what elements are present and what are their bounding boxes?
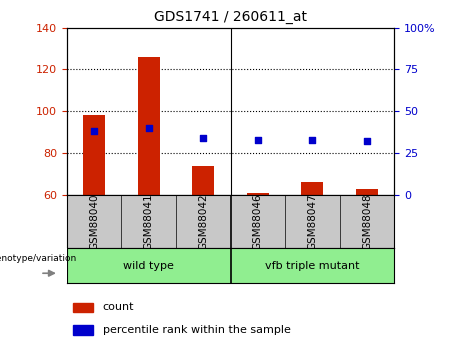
Bar xyxy=(247,193,269,195)
Point xyxy=(200,135,207,141)
Text: GSM88041: GSM88041 xyxy=(144,193,154,250)
Bar xyxy=(73,303,93,313)
Bar xyxy=(138,57,160,195)
Title: GDS1741 / 260611_at: GDS1741 / 260611_at xyxy=(154,10,307,24)
Text: genotype/variation: genotype/variation xyxy=(0,254,77,263)
Bar xyxy=(356,189,378,195)
Text: percentile rank within the sample: percentile rank within the sample xyxy=(103,325,291,335)
Text: wild type: wild type xyxy=(123,261,174,270)
Text: GSM88040: GSM88040 xyxy=(89,194,99,250)
Text: GSM88046: GSM88046 xyxy=(253,193,263,250)
Point xyxy=(363,139,371,144)
Point xyxy=(90,129,98,134)
Text: GSM88048: GSM88048 xyxy=(362,193,372,250)
Bar xyxy=(192,166,214,195)
Bar xyxy=(73,325,93,335)
Bar xyxy=(83,116,105,195)
Text: GSM88047: GSM88047 xyxy=(307,193,317,250)
Point xyxy=(308,137,316,142)
Text: count: count xyxy=(103,303,134,313)
Text: vfb triple mutant: vfb triple mutant xyxy=(265,261,360,270)
Text: GSM88042: GSM88042 xyxy=(198,193,208,250)
Point xyxy=(145,125,152,131)
Bar xyxy=(301,183,323,195)
Point xyxy=(254,137,261,142)
